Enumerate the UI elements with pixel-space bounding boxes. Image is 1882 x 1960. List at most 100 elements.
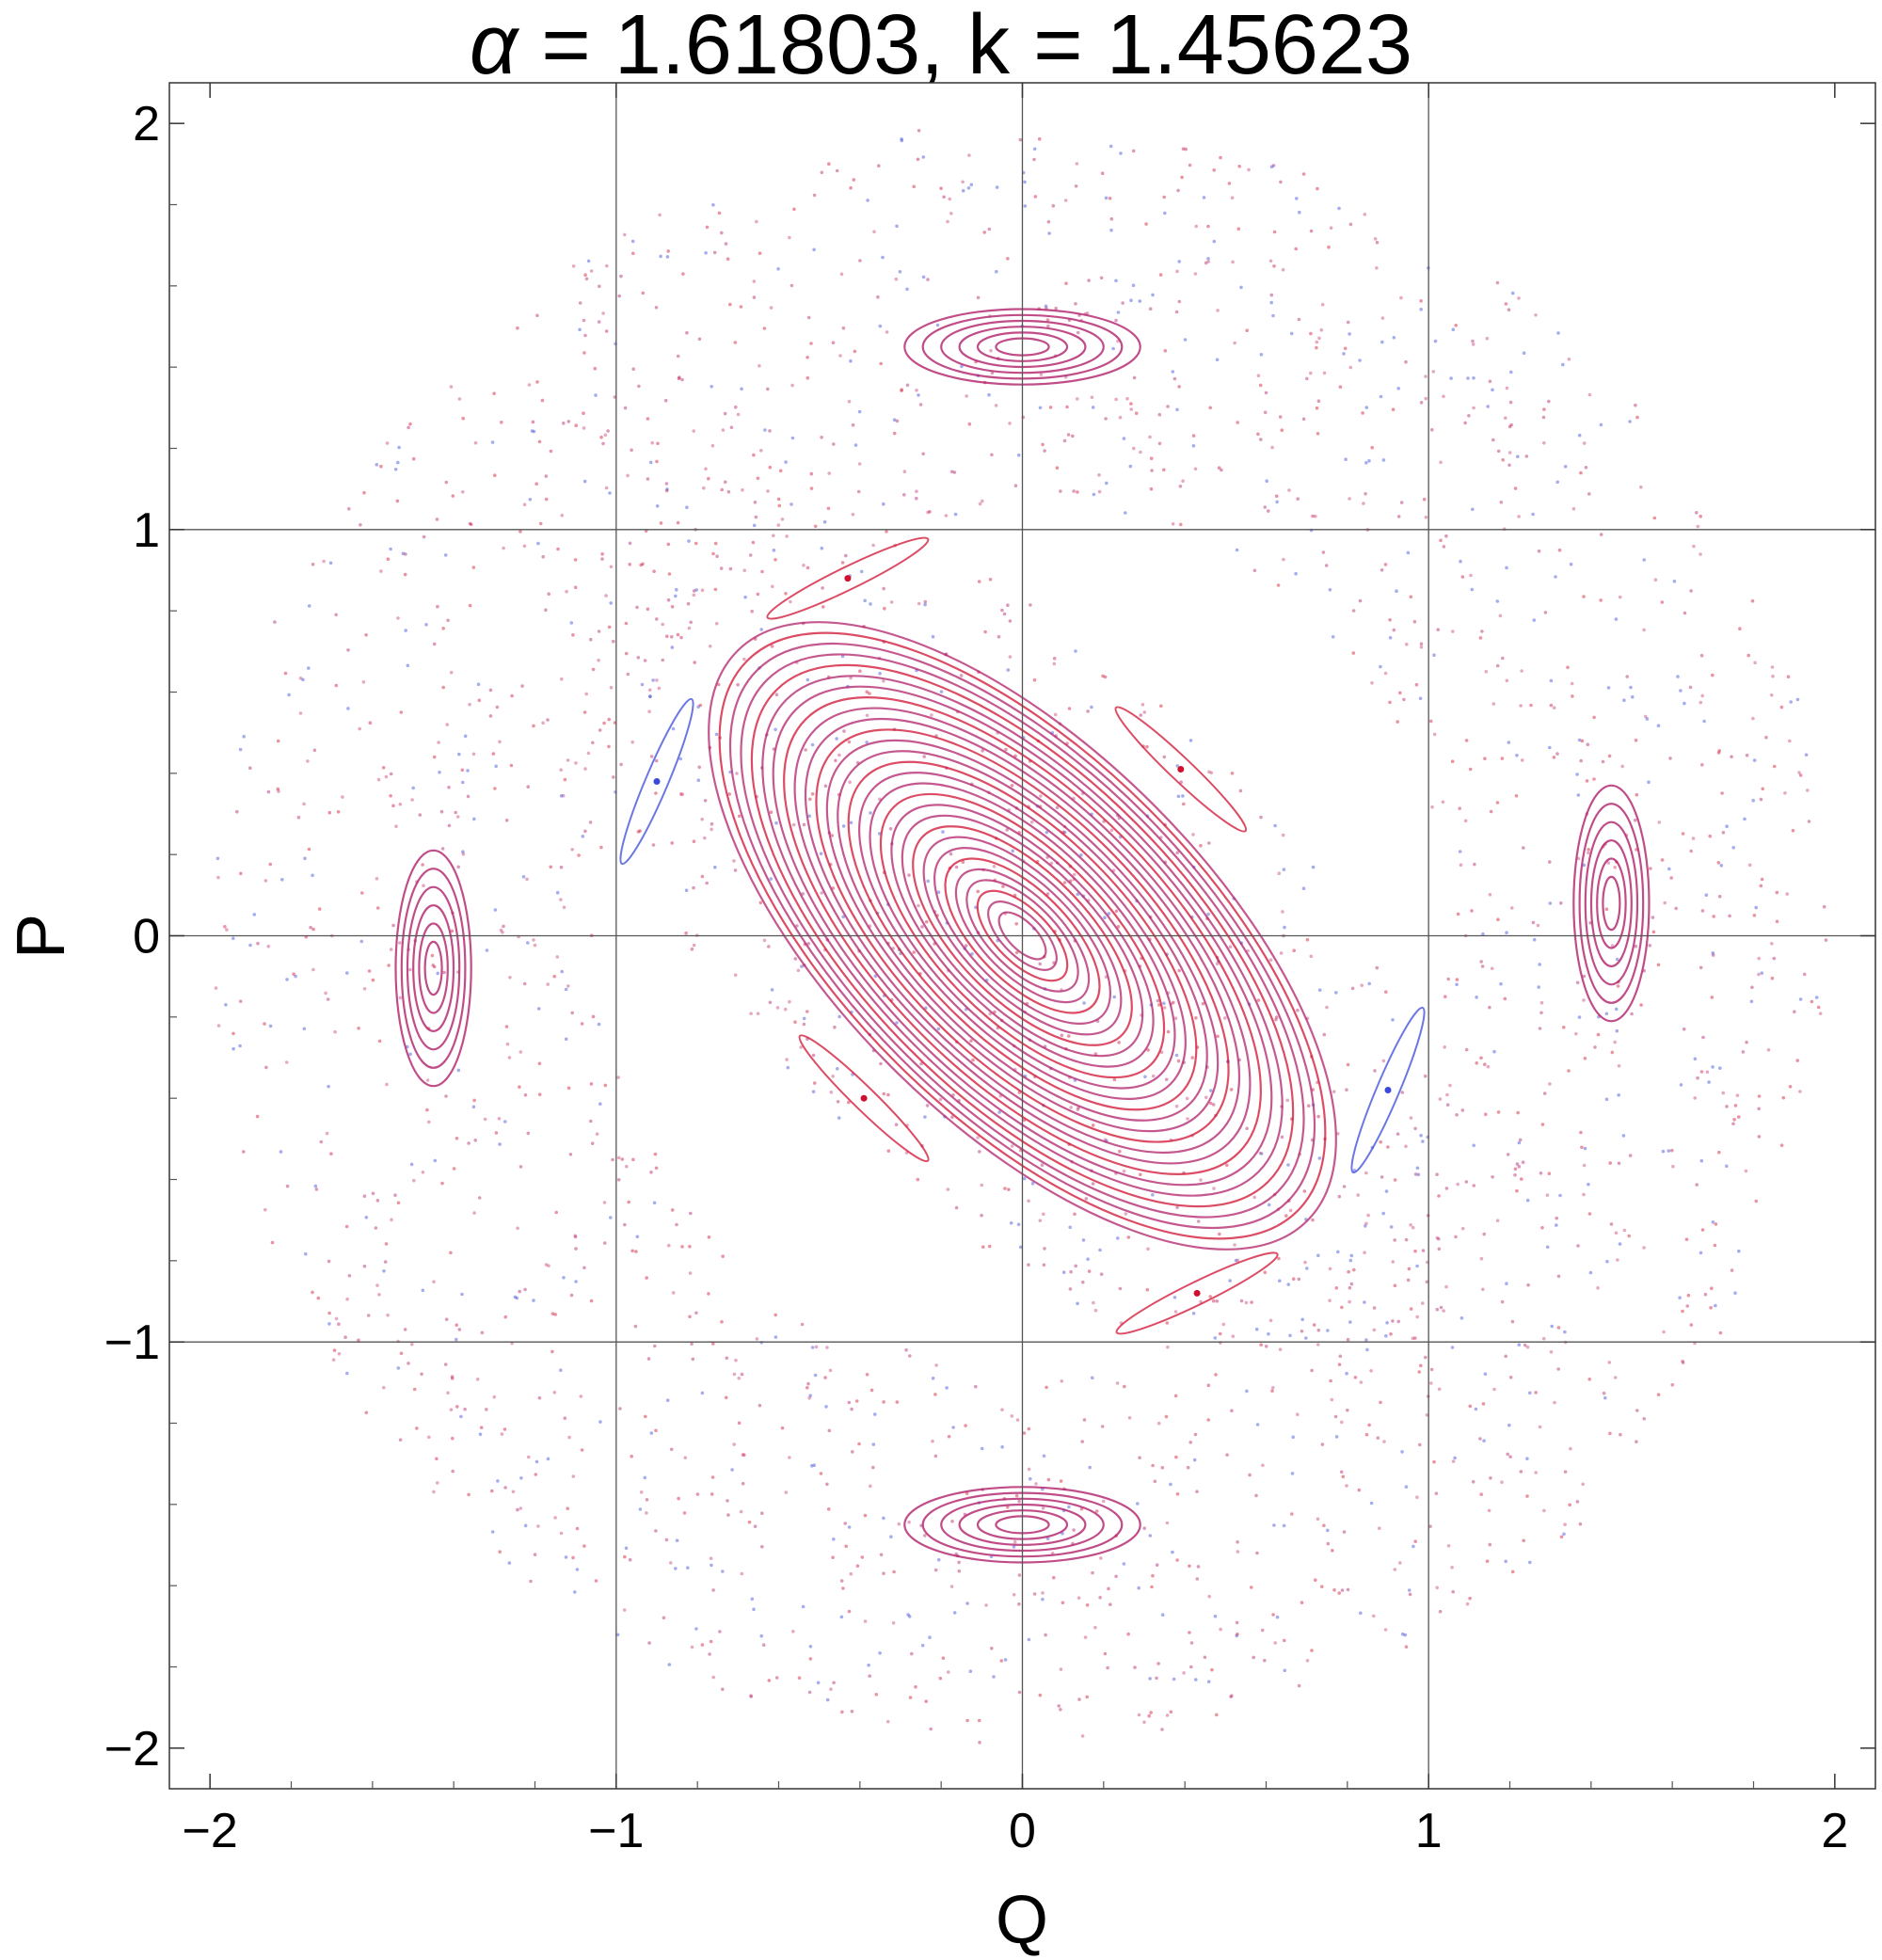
orbit-point-725 [936,1027,941,1031]
y-tick-label-1: 1 [133,503,160,558]
x-tick-label--2: −2 [183,1804,238,1858]
orbit-point-361 [560,677,564,681]
orbit-point-2171 [936,890,941,894]
orbit-point-860 [743,595,747,599]
orbit-point-1667 [1743,817,1746,821]
orbit-point-2488 [319,1139,324,1144]
orbit-point-1789 [1263,505,1268,509]
orbit-point-451 [675,1222,678,1227]
orbit-point-1172 [895,224,899,229]
orbit-point-2623 [1407,1588,1412,1592]
orbit-point-1478 [1162,1001,1166,1006]
orbit-point-1910 [752,1607,756,1612]
orbit-point-2775 [1182,1671,1186,1675]
orbit-point-528 [1048,406,1053,409]
orbit-point-1077 [865,1373,869,1377]
orbit-point-1725 [724,242,728,246]
orbit-point-372 [1122,1169,1126,1173]
orbit-point-1356 [1364,1221,1368,1226]
orbit-point-2656 [1614,617,1619,621]
orbit-point-894 [1499,981,1503,986]
orbit-point-2273 [700,588,705,593]
orbit-point-1802 [1692,544,1696,549]
orbit-point-1097 [1789,700,1793,704]
orbit-point-1506 [802,564,805,567]
orbit-point-619 [1391,1018,1395,1022]
orbit-point-331 [1032,147,1037,151]
orbit-point-869 [1047,231,1051,235]
orbit-point-790 [827,162,831,166]
orbit-point-2512 [531,420,535,424]
orbit-point-563 [1109,828,1114,833]
orbit-point-2740 [1275,1615,1280,1619]
orbit-point-1571 [948,197,951,201]
orbit-point-2336 [990,1647,994,1650]
orbit-point-2678 [1276,583,1281,587]
orbit-point-1680 [248,766,252,770]
orbit-point-125 [1208,1101,1213,1106]
orbit-point-1021 [939,690,944,693]
orbit-point-1631 [805,566,810,570]
orbit-point-1481 [847,399,852,404]
orbit-point-1224 [1343,346,1348,351]
orbit-point-1046 [279,1150,283,1154]
orbit-point-1796 [1076,1301,1079,1306]
orbit-point-2404 [954,865,959,869]
orbit-point-1325 [1489,809,1493,814]
orbit-point-1241 [504,1025,509,1028]
orbit-point-962 [1254,1493,1258,1498]
orbit-point-2420 [1271,1386,1275,1390]
orbit-point-927 [1082,1001,1086,1005]
orbit-point-1192 [969,183,974,187]
orbit-point-1492 [449,670,454,675]
orbit-point-1617 [806,1381,810,1386]
orbit-point-47 [769,306,774,310]
orbit-point-784 [1212,239,1217,244]
central-invariant-curve-3 [976,889,1069,982]
central-invariant-curve-21 [783,696,1262,1175]
orbit-point-1282 [850,1407,853,1411]
orbit-point-501 [755,1337,759,1341]
orbit-point-2747 [791,1630,795,1633]
orbit-point-544 [1656,963,1661,967]
orbit-point-2568 [1116,925,1121,929]
orbit-point-185 [1348,222,1353,227]
orbit-point-1778 [1607,1361,1612,1364]
orbit-point-1157 [612,639,615,644]
orbit-point-610 [866,199,869,202]
orbit-point-2660 [935,323,940,327]
orbit-point-2077 [1169,1482,1172,1487]
orbit-point-1696 [331,1358,336,1362]
orbit-point-42 [670,635,674,639]
orbit-point-2664 [709,1639,713,1644]
orbit-point-1505 [561,793,566,798]
orbit-point-1515 [900,137,903,141]
orbit-point-1005 [1396,1132,1400,1136]
orbit-point-1823 [1443,1045,1446,1049]
orbit-point-1464 [665,634,669,638]
orbit-point-1268 [404,552,407,556]
orbit-point-132 [1445,1103,1450,1107]
orbit-point-64 [436,971,440,976]
orbit-point-679 [638,1507,643,1511]
orbit-point-1042 [518,1506,523,1510]
orbit-point-997 [1540,1226,1544,1230]
orbit-point-571 [1635,792,1639,797]
orbit-point-2067 [992,1675,996,1679]
orbit-point-674 [854,1399,859,1403]
orbit-point-2445 [1258,383,1263,388]
orbit-point-1710 [1043,1247,1046,1251]
orbit-point-772 [571,1474,576,1478]
orbit-point-1829 [1604,1012,1609,1016]
orbit-point-522 [654,1529,658,1533]
orbit-point-579 [533,1553,537,1556]
orbit-point-867 [1363,213,1367,216]
orbit-point-289 [1040,1163,1045,1167]
orbit-point-1507 [532,1299,535,1302]
orbit-point-2572 [345,971,349,975]
orbit-point-2545 [1139,450,1142,454]
orbit-point-1136 [732,1372,737,1377]
orbit-point-2355 [455,1337,458,1342]
orbit-point-2350 [774,1676,779,1680]
orbit-point-1854 [432,1280,436,1283]
